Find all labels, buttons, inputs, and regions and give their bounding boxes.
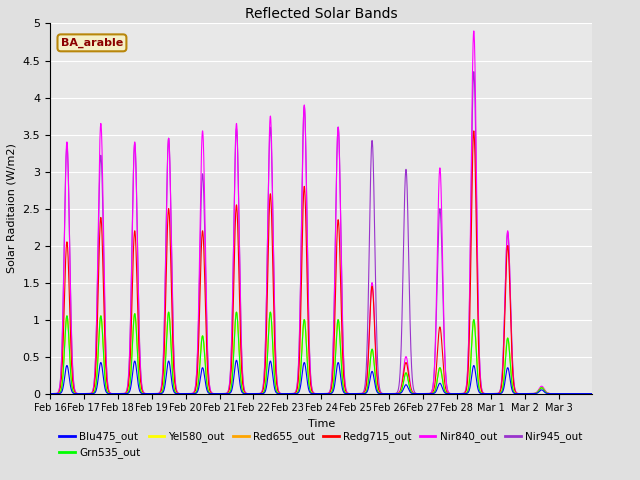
Title: Reflected Solar Bands: Reflected Solar Bands bbox=[245, 7, 397, 21]
Nir840_out bbox=[470, 28, 477, 34]
Line: Redg715_out: Redg715_out bbox=[50, 131, 593, 394]
X-axis label: Time: Time bbox=[308, 419, 335, 429]
Redg715_out bbox=[371, 317, 378, 323]
Red655_out bbox=[342, 390, 349, 396]
Yel580_out bbox=[497, 390, 504, 396]
Nir945_out bbox=[470, 69, 477, 74]
Yel580_out bbox=[470, 317, 478, 323]
Nir840_out bbox=[371, 312, 378, 318]
Redg715_out bbox=[46, 391, 54, 396]
Line: Nir945_out: Nir945_out bbox=[50, 72, 593, 394]
Grn535_out bbox=[511, 390, 518, 396]
Nir840_out bbox=[341, 383, 349, 388]
Blu475_out bbox=[589, 391, 596, 396]
Redg715_out bbox=[511, 387, 518, 393]
Yel580_out bbox=[589, 391, 596, 396]
Grn535_out bbox=[371, 364, 378, 370]
Nir945_out bbox=[470, 70, 478, 75]
Y-axis label: Solar Raditaion (W/m2): Solar Raditaion (W/m2) bbox=[7, 144, 17, 274]
Blu475_out bbox=[233, 358, 241, 363]
Blu475_out bbox=[371, 378, 378, 384]
Nir840_out bbox=[497, 386, 504, 392]
Nir945_out bbox=[371, 208, 378, 214]
Blu475_out bbox=[511, 391, 518, 396]
Redg715_out bbox=[589, 391, 596, 396]
Red655_out bbox=[511, 390, 518, 396]
Yel580_out bbox=[159, 388, 166, 394]
Redg715_out bbox=[159, 382, 166, 387]
Yel580_out bbox=[165, 309, 173, 315]
Text: BA_arable: BA_arable bbox=[61, 38, 123, 48]
Red655_out bbox=[165, 309, 173, 315]
Grn535_out bbox=[589, 391, 596, 396]
Red655_out bbox=[470, 317, 478, 323]
Blu475_out bbox=[342, 391, 349, 396]
Line: Nir840_out: Nir840_out bbox=[50, 31, 593, 394]
Blu475_out bbox=[497, 391, 504, 396]
Redg715_out bbox=[470, 128, 477, 134]
Grn535_out bbox=[497, 390, 504, 396]
Grn535_out bbox=[165, 309, 173, 315]
Nir840_out bbox=[159, 374, 166, 380]
Blu475_out bbox=[46, 391, 54, 396]
Nir945_out bbox=[46, 391, 54, 396]
Nir945_out bbox=[589, 391, 596, 396]
Redg715_out bbox=[341, 387, 349, 393]
Grn535_out bbox=[46, 391, 54, 396]
Red655_out bbox=[371, 362, 378, 368]
Yel580_out bbox=[511, 390, 518, 396]
Red655_out bbox=[159, 387, 166, 393]
Blu475_out bbox=[470, 363, 478, 369]
Nir945_out bbox=[511, 384, 518, 390]
Red655_out bbox=[497, 390, 504, 396]
Nir945_out bbox=[497, 385, 504, 391]
Line: Yel580_out: Yel580_out bbox=[50, 312, 593, 394]
Nir840_out bbox=[589, 391, 596, 396]
Line: Red655_out: Red655_out bbox=[50, 312, 593, 394]
Nir840_out bbox=[511, 385, 518, 391]
Red655_out bbox=[589, 391, 596, 396]
Redg715_out bbox=[497, 388, 504, 394]
Nir945_out bbox=[159, 372, 166, 378]
Line: Blu475_out: Blu475_out bbox=[50, 360, 593, 394]
Grn535_out bbox=[470, 317, 478, 323]
Yel580_out bbox=[371, 363, 378, 369]
Blu475_out bbox=[159, 390, 166, 396]
Redg715_out bbox=[470, 129, 478, 134]
Grn535_out bbox=[342, 390, 349, 396]
Yel580_out bbox=[342, 390, 349, 396]
Line: Grn535_out: Grn535_out bbox=[50, 312, 593, 394]
Yel580_out bbox=[46, 391, 54, 396]
Red655_out bbox=[46, 391, 54, 396]
Nir840_out bbox=[470, 29, 478, 35]
Nir840_out bbox=[46, 391, 54, 396]
Legend: Blu475_out, Grn535_out, Yel580_out, Red655_out, Redg715_out, Nir840_out, Nir945_: Blu475_out, Grn535_out, Yel580_out, Red6… bbox=[55, 427, 586, 462]
Nir945_out bbox=[341, 381, 349, 387]
Grn535_out bbox=[159, 389, 166, 395]
